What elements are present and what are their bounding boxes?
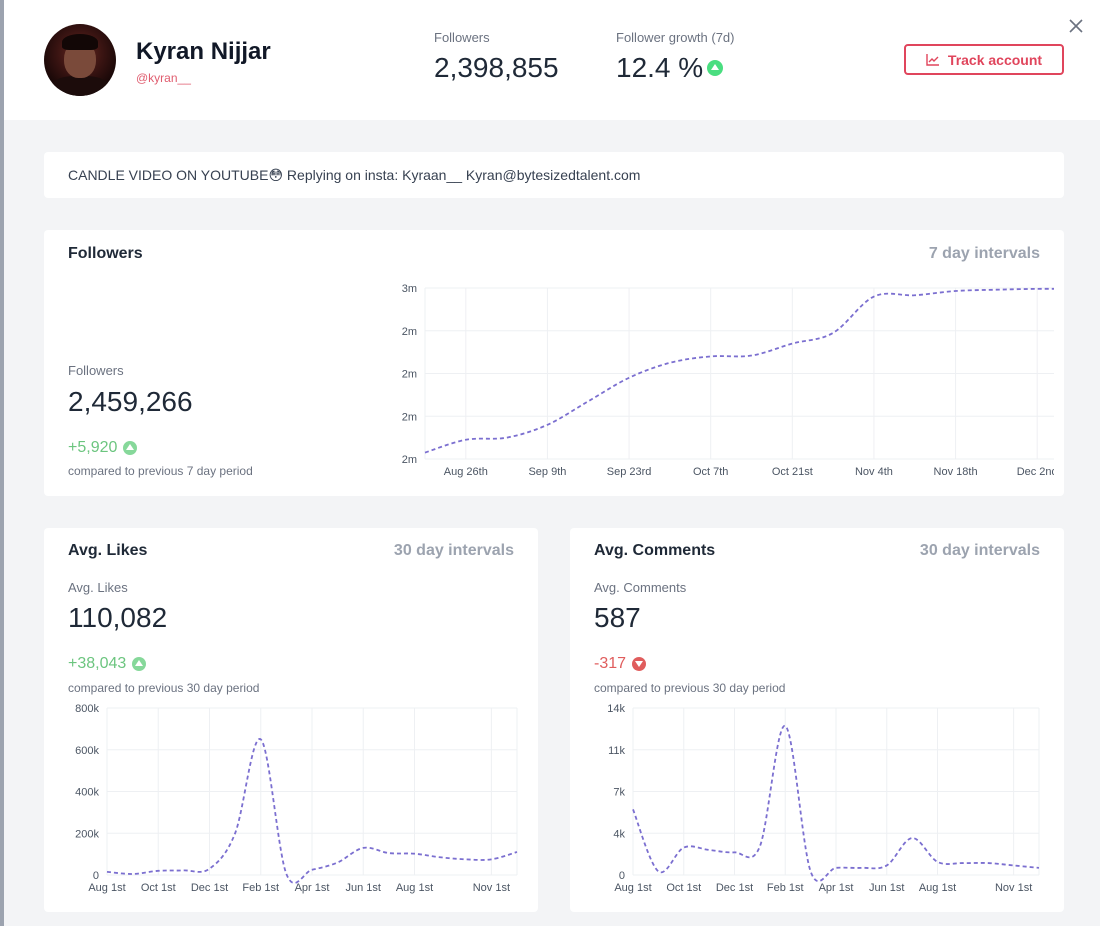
x-tick-label: Aug 1st: [919, 882, 956, 894]
x-tick-label: Oct 1st: [666, 882, 701, 894]
x-tick-label: Nov 1st: [473, 882, 510, 894]
x-tick-label: Feb 1st: [767, 882, 804, 894]
x-tick-label: Dec 2nd: [1017, 466, 1054, 478]
arrow-up-icon: [132, 657, 147, 671]
series-line: [632, 724, 1040, 882]
y-tick-label: 2m: [402, 326, 417, 338]
y-tick-label: 14k: [607, 703, 625, 715]
y-tick-label: 400k: [75, 787, 99, 799]
x-tick-label: Aug 26th: [444, 466, 488, 478]
avg-likes-metric-value: 110,082: [68, 602, 168, 633]
avg-comments-chart: 0 4k 7k 11k 14k Aug 1st Oct 1st Dec 1st Feb 1st A…: [607, 703, 1040, 894]
followers-card: Followers 7 day intervals Followers 2,45…: [44, 230, 1064, 496]
followers-delta-value: +5,920: [68, 439, 118, 456]
x-tick-label: Aug 1st: [88, 882, 125, 894]
profile-handle[interactable]: @kyran__: [136, 71, 191, 85]
x-tick-label: Oct 1st: [141, 882, 176, 894]
avg-comments-metric-label: Avg. Comments: [594, 580, 687, 595]
close-icon[interactable]: [1066, 16, 1086, 36]
avg-comments-compare-text: compared to previous 30 day period: [594, 681, 786, 695]
growth-stat-label: Follower growth (7d): [616, 30, 735, 45]
y-tick-label: 600k: [75, 745, 99, 757]
arrow-up-icon: [707, 60, 724, 76]
x-tick-label: Jun 1st: [869, 882, 904, 894]
avg-likes-metric-label: Avg. Likes: [68, 580, 128, 595]
avg-likes-chart: 0 200k 400k 600k 800k Aug 1st Oct 1st Dec 1st Fe…: [75, 703, 518, 894]
y-tick-label: 7k: [613, 787, 625, 799]
x-tick-label: Dec 1st: [191, 882, 228, 894]
track-account-label: Track account: [947, 51, 1043, 68]
y-tick-label: 2m: [402, 369, 417, 381]
profile-modal: Kyran Nijjar @kyran__ Followers 2,398,85…: [4, 0, 1100, 926]
profile-name: Kyran Nijjar: [136, 38, 271, 65]
x-tick-label: Sep 23rd: [607, 466, 652, 478]
bio-card: CANDLE VIDEO ON YOUTUBE😳 Replying on ins…: [44, 152, 1064, 198]
growth-stat-value: 12.4 %: [616, 52, 704, 83]
x-tick-label: Aug 1st: [396, 882, 433, 894]
x-tick-label: Apr 1st: [295, 882, 330, 894]
line-chart-icon: [926, 53, 939, 66]
x-tick-label: Dec 1st: [716, 882, 753, 894]
arrow-up-icon: [123, 441, 138, 455]
growth-stat: 12.4 %: [616, 52, 724, 84]
avg-comments-delta-value: -317: [594, 655, 627, 672]
followers-interval-toggle[interactable]: 7 day intervals: [928, 245, 1040, 262]
x-tick-label: Nov 18th: [934, 466, 978, 478]
series-line: [106, 738, 518, 884]
x-tick-label: Sep 9th: [528, 466, 566, 478]
followers-compare-text: compared to previous 7 day period: [68, 464, 253, 478]
x-tick-label: Oct 7th: [693, 466, 728, 478]
y-tick-label: 2m: [402, 411, 417, 423]
avg-likes-delta: +38,043: [68, 655, 147, 673]
y-tick-label: 200k: [75, 828, 99, 840]
x-tick-label: Aug 1st: [614, 882, 651, 894]
x-tick-label: Nov 4th: [855, 466, 893, 478]
avg-comments-metric-value: 587: [594, 602, 641, 633]
followers-stat-label: Followers: [434, 30, 490, 45]
x-tick-label: Oct 21st: [772, 466, 813, 478]
avg-comments-card-title: Avg. Comments: [594, 542, 716, 559]
followers-metric-label: Followers: [68, 363, 124, 378]
avg-comments-delta: -317: [594, 655, 647, 673]
avg-likes-delta-value: +38,043: [68, 655, 127, 672]
y-tick-label: 11k: [608, 745, 625, 757]
followers-metric-value: 2,459,266: [68, 386, 193, 417]
arrow-down-icon: [632, 657, 647, 671]
y-tick-label: 4k: [613, 828, 625, 840]
y-tick-label: 800k: [75, 703, 99, 715]
track-account-button[interactable]: Track account: [904, 44, 1064, 75]
avg-likes-card-title: Avg. Likes: [68, 542, 148, 559]
y-tick-label: 0: [93, 870, 99, 882]
background-page-edge: [0, 0, 4, 926]
y-tick-label: 0: [619, 870, 625, 882]
x-tick-label: Jun 1st: [346, 882, 381, 894]
followers-chart: 2m 2m 2m 2m 3m Aug 26th Sep 9th Sep 23rd Oct 7th…: [402, 283, 1054, 478]
profile-header: Kyran Nijjar @kyran__ Followers 2,398,85…: [4, 0, 1100, 120]
series-line: [424, 287, 1054, 454]
followers-delta: +5,920: [68, 439, 138, 457]
avg-likes-interval-toggle[interactable]: 30 day intervals: [393, 542, 514, 559]
y-tick-label: 2m: [402, 454, 417, 466]
avg-comments-card: Avg. Comments 30 day intervals Avg. Comm…: [570, 528, 1064, 912]
avg-comments-interval-toggle[interactable]: 30 day intervals: [919, 542, 1040, 559]
followers-card-title: Followers: [68, 245, 143, 262]
x-tick-label: Apr 1st: [819, 882, 854, 894]
followers-stat-value: 2,398,855: [434, 52, 559, 83]
avatar: [44, 24, 116, 96]
avg-likes-card: Avg. Likes 30 day intervals Avg. Likes 1…: [44, 528, 538, 912]
y-tick-label: 3m: [402, 283, 417, 295]
x-tick-label: Nov 1st: [995, 882, 1032, 894]
avg-likes-compare-text: compared to previous 30 day period: [68, 681, 260, 695]
x-tick-label: Feb 1st: [242, 882, 279, 894]
bio-text: CANDLE VIDEO ON YOUTUBE😳 Replying on ins…: [68, 166, 641, 183]
